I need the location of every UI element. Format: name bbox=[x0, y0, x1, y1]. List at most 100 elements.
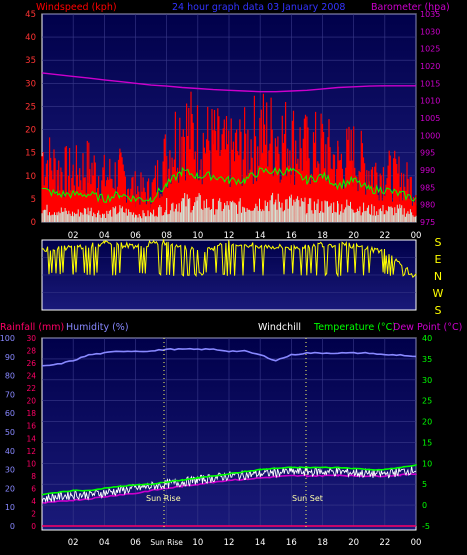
windspeed-tick-label: 20 bbox=[25, 126, 36, 136]
temperature-tick-label: -5 bbox=[422, 522, 430, 531]
rainfall-tick-label: 18 bbox=[26, 409, 36, 418]
windchill-label: Windchill bbox=[258, 322, 301, 333]
x-tick-label: 10 bbox=[192, 538, 203, 548]
temperature-tick-label: 10 bbox=[422, 459, 432, 468]
x-tick-label: 14 bbox=[255, 231, 266, 241]
sunrise-annotation: Sun Rise bbox=[146, 494, 181, 503]
direction-label: N bbox=[434, 270, 442, 283]
rainfall-tick-label: 16 bbox=[26, 422, 36, 431]
x-tick-label: 06 bbox=[130, 538, 141, 548]
rainfall-tick-label: 30 bbox=[26, 334, 36, 343]
x-tick-label: 04 bbox=[99, 538, 110, 548]
barometer-tick-label: 1020 bbox=[420, 62, 440, 71]
dewpoint-series bbox=[41, 472, 417, 504]
barometer-tick-label: 985 bbox=[420, 183, 435, 192]
wind-series bbox=[41, 72, 417, 222]
direction-label: S bbox=[435, 304, 442, 317]
humidity-tick-label: 40 bbox=[5, 447, 15, 456]
chart-title: 24 hour graph data 03 January 2008 bbox=[172, 2, 345, 13]
x-tick-label: 22 bbox=[379, 538, 390, 548]
barometer-tick-label: 975 bbox=[420, 218, 435, 227]
rainfall-tick-label: 6 bbox=[31, 484, 36, 493]
temp-x-ticks: 02 04 06 Sun Rise 10 12 14 16 18 20 22 00 bbox=[68, 538, 422, 548]
rainfall-tick-label: 24 bbox=[26, 372, 36, 381]
rainfall-tick-label: 28 bbox=[26, 347, 36, 356]
barometer-tick-label: 995 bbox=[420, 149, 435, 158]
rainfall-tick-label: 4 bbox=[31, 497, 36, 506]
humidity-tick-label: 80 bbox=[5, 372, 15, 381]
rainfall-axis-label: Rainfall (mm) bbox=[0, 322, 64, 333]
temperature-tick-label: 25 bbox=[422, 397, 432, 406]
windspeed-tick-label: 0 bbox=[31, 218, 36, 228]
humidity-tick-label: 30 bbox=[5, 466, 15, 475]
temperature-ticks: -5 0 5 10 15 20 25 30 35 40 bbox=[422, 334, 432, 531]
x-tick-label: 22 bbox=[379, 231, 390, 241]
humidity-tick-label: 60 bbox=[5, 409, 15, 418]
temp-plot-grid bbox=[42, 337, 417, 527]
humidity-axis-label: Humidity (%) bbox=[66, 322, 129, 333]
barometer-axis-label: Barometer (hpa) bbox=[371, 2, 450, 13]
direction-label: W bbox=[433, 287, 444, 300]
rainfall-tick-label: 0 bbox=[31, 522, 36, 531]
temperature-tick-label: 5 bbox=[422, 480, 427, 489]
windspeed-tick-label: 45 bbox=[25, 10, 36, 20]
temperature-series bbox=[41, 464, 417, 496]
rainfall-tick-label: 20 bbox=[26, 397, 36, 406]
x-tick-label: 02 bbox=[68, 231, 79, 241]
barometer-tick-label: 1005 bbox=[420, 114, 440, 123]
sunset-annotation: Sun Set bbox=[292, 494, 323, 503]
barometer-tick-label: 1010 bbox=[420, 97, 440, 106]
wind-direction-series bbox=[41, 238, 417, 279]
x-tick-label: 16 bbox=[286, 231, 297, 241]
x-tick-label: 00 bbox=[411, 231, 422, 241]
direction-label: E bbox=[435, 253, 442, 266]
direction-series bbox=[41, 238, 417, 279]
temperature-tick-label: 35 bbox=[422, 355, 432, 364]
barometer-tick-label: 1025 bbox=[420, 45, 440, 54]
humidity-ticks: 0 10 20 30 40 50 60 70 80 90 100 bbox=[0, 334, 15, 531]
windspeed-axis-label: Windspeed (kph) bbox=[36, 2, 117, 13]
humidity-tick-label: 100 bbox=[0, 334, 15, 343]
humidity-series bbox=[41, 347, 417, 367]
temp-series bbox=[41, 347, 417, 527]
windspeed-tick-label: 10 bbox=[25, 172, 36, 182]
x-tick-label: 20 bbox=[348, 538, 359, 548]
barometer-tick-label: 1035 bbox=[420, 10, 440, 19]
x-tick-label: 16 bbox=[286, 538, 297, 548]
temperature-tick-label: 0 bbox=[422, 501, 427, 510]
humidity-tick-label: 20 bbox=[5, 484, 15, 493]
x-tick-label: 18 bbox=[317, 538, 328, 548]
windspeed-tick-label: 15 bbox=[25, 149, 36, 159]
dewpoint-axis-label: Dew Point (°C) bbox=[393, 322, 462, 333]
rainfall-tick-label: 26 bbox=[26, 359, 36, 368]
x-tick-label: 12 bbox=[224, 538, 235, 548]
humidity-tick-label: 0 bbox=[10, 522, 15, 531]
x-tick-label: 12 bbox=[224, 231, 235, 241]
direction-label: S bbox=[435, 236, 442, 249]
windspeed-tick-label: 5 bbox=[31, 195, 36, 205]
temperature-tick-label: 40 bbox=[422, 334, 432, 343]
temperature-tick-label: 30 bbox=[422, 376, 432, 385]
direction-plot-grid bbox=[42, 257, 416, 293]
rainfall-tick-label: 12 bbox=[26, 447, 36, 456]
x-tick-label: 02 bbox=[68, 538, 79, 548]
windspeed-tick-label: 35 bbox=[25, 56, 36, 66]
x-tick-label: 06 bbox=[130, 231, 141, 241]
wind-x-ticks: 02 04 06 08 10 12 14 16 18 20 22 00 bbox=[68, 231, 422, 241]
x-tick-label: 18 bbox=[317, 231, 328, 241]
humidity-tick-label: 90 bbox=[5, 353, 15, 362]
windspeed-tick-label: 30 bbox=[25, 79, 36, 89]
barometer-tick-label: 980 bbox=[420, 201, 435, 210]
x-tick-label: 08 bbox=[161, 231, 172, 241]
wind-average-series bbox=[42, 166, 417, 203]
x-tick-label: 10 bbox=[192, 231, 203, 241]
windspeed-tick-label: 40 bbox=[25, 33, 36, 43]
x-tick-label: 00 bbox=[411, 538, 422, 548]
x-tick-label: 20 bbox=[348, 231, 359, 241]
wind-low-series bbox=[41, 192, 417, 222]
windspeed-tick-label: 25 bbox=[25, 102, 36, 112]
barometer-tick-label: 1015 bbox=[420, 79, 440, 88]
